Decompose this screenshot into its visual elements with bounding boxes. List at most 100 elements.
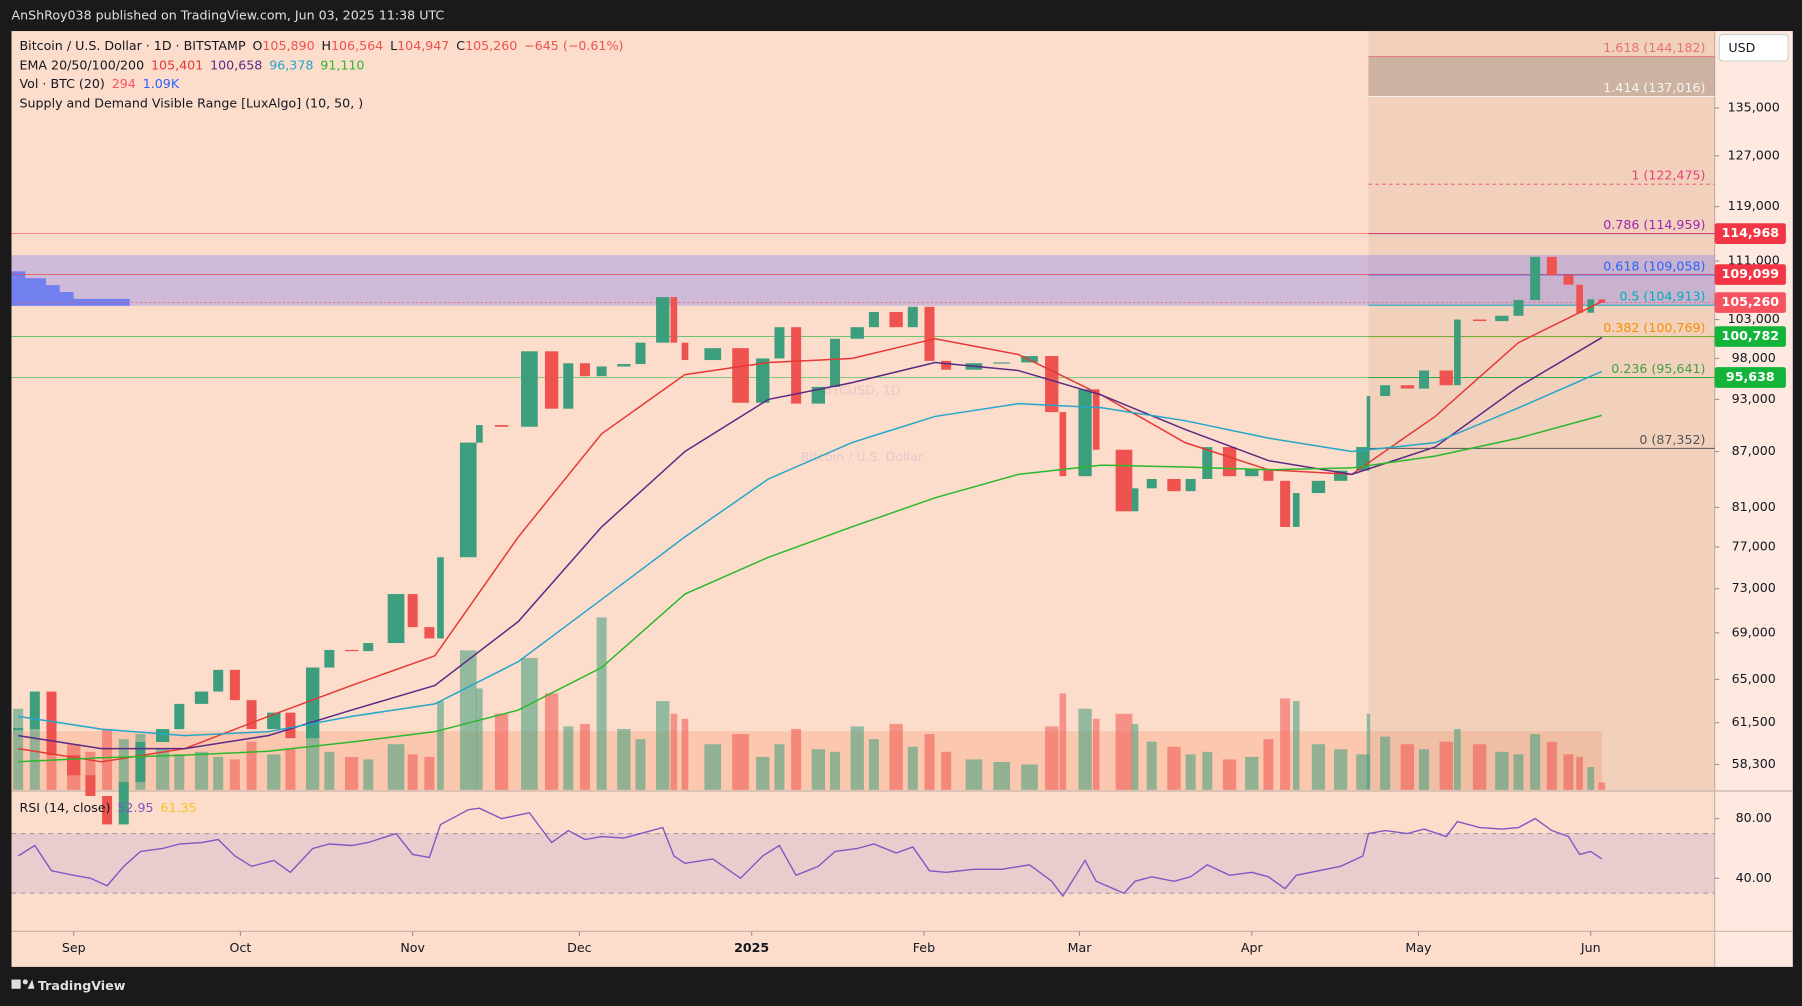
time-tick-label: Dec [567,940,591,955]
volume-bar [1245,756,1259,790]
volume-bar [941,751,952,790]
volume-bar [907,746,918,790]
price-badge [1714,367,1786,388]
fib-label: 1.618 (144,182) [1603,40,1705,55]
legend-ema-value: 105,401 [151,57,203,72]
legend-symbol-row: Bitcoin / U.S. Dollar · 1D · BITSTAMP O10… [20,37,624,52]
candle [1263,468,1274,481]
candle [1045,356,1059,413]
candle [1311,480,1326,494]
candle [85,775,96,796]
volume-bar [1598,782,1606,790]
logo-mark [22,979,28,985]
candle [850,327,864,339]
candle [1598,299,1606,303]
candle [459,442,477,558]
volume-bar [617,728,631,790]
volume-bar [1530,734,1541,790]
currency-button[interactable] [1718,33,1789,62]
legend-ohlc-key: C [456,37,465,52]
candle [1115,449,1133,512]
volume-bar [118,739,129,790]
candle [102,795,113,825]
candle [1419,370,1430,389]
candle [1439,370,1453,386]
volume-bar [437,701,444,790]
volume-bar [1439,741,1453,790]
price-axis-panel [1714,31,1793,967]
candle [704,348,722,361]
candle [1222,447,1237,477]
price-badge [1714,326,1786,347]
candle [868,311,879,328]
candle [285,712,296,739]
candle [1513,300,1524,316]
volume-bar [174,754,185,790]
candle [1454,319,1461,386]
candle [344,649,359,652]
volume-bar [324,751,335,790]
legend-ema-title: EMA 20/50/100/200 [20,57,145,72]
candle [13,727,24,731]
price-tick-label: 73,000 [1732,580,1776,595]
legend-ema-value: 91,110 [320,57,364,72]
volume-bar [1356,754,1370,790]
price-tick-label: 119,000 [1728,198,1780,213]
candle [1292,493,1300,527]
legend-indicator: Supply and Demand Visible Range [LuxAlgo… [20,95,364,110]
candle [246,700,257,730]
volume-bar [29,726,40,790]
fib-label: 0.618 (109,058) [1603,258,1705,273]
candle [267,712,281,730]
watermark-subtitle: Bitcoin / U.S. Dollar [801,449,924,464]
price-badge [1714,223,1786,244]
rsi-panel [11,791,1715,932]
ema-line [18,300,1603,763]
candle [830,338,841,387]
candle [1576,284,1583,313]
price-badge-label: 114,968 [1722,225,1780,240]
legend-ema-value: 100,658 [210,57,262,72]
footer-brand: TradingView [38,978,126,993]
candle [363,643,374,652]
volume-bar [194,751,209,790]
candle [1202,447,1213,479]
volume-bar [1546,741,1557,790]
volume-bar [1131,723,1139,790]
volume-bar [1495,751,1509,790]
volume-bar [579,723,590,790]
fib-label: 0.236 (95,641) [1611,361,1705,376]
volume-bar [1419,749,1430,790]
fib-label: 0.5 (104,913) [1619,289,1705,304]
candle [1092,389,1100,450]
volume-bar [993,761,1011,790]
candle [46,691,57,756]
legend-volume-title: Vol · BTC (20) [20,75,105,90]
price-badge [1714,264,1786,285]
volume-bar [704,744,722,790]
volume-bar [476,688,483,790]
candle [1167,478,1181,492]
volume-bar [1263,739,1274,790]
candle [941,360,952,370]
legend-volume-value: 1.09K [143,75,180,90]
legend-symbol: Bitcoin / U.S. Dollar · 1D · BITSTAMP [20,37,246,52]
volume-bar [213,756,224,790]
candle [494,425,509,427]
volume-bar [670,713,678,790]
candle [135,742,146,783]
price-badge-label: 109,099 [1722,266,1780,281]
profile-bar [11,278,46,286]
volume-bar [85,751,96,790]
volume-bar [459,650,477,790]
publish-header: AnShRoy038 published on TradingView.com,… [11,8,444,23]
candle [1185,478,1196,492]
volume-bar [811,749,826,790]
candle [544,351,559,409]
profile-bar [11,298,130,306]
volume-bar [267,754,281,790]
volume-bar [1146,741,1157,790]
